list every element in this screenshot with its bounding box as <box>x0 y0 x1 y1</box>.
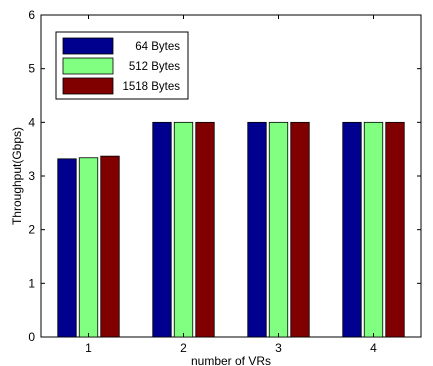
bars-group <box>57 121 405 338</box>
bar <box>268 121 289 338</box>
y-tick-label: 2 <box>28 223 35 237</box>
y-tick-label: 0 <box>28 330 35 344</box>
ticks-group: 0 1 2 3 4 5 6 1 2 3 4 <box>28 8 421 355</box>
x-axis-label: number of VRs <box>191 354 271 366</box>
bar <box>57 158 77 338</box>
bar <box>100 155 120 338</box>
legend-swatch <box>62 77 114 95</box>
legend-swatch <box>62 57 114 75</box>
x-tick-label: 1 <box>85 341 92 355</box>
x-tick-label: 3 <box>275 341 282 355</box>
legend: 64 Bytes 512 Bytes 1518 Bytes <box>55 31 189 100</box>
bar <box>290 121 310 338</box>
legend-label: 512 Bytes <box>129 61 180 73</box>
bar <box>363 121 384 338</box>
y-tick-label: 6 <box>28 8 35 22</box>
bar <box>195 121 215 338</box>
legend-swatch <box>62 37 114 55</box>
bar <box>247 121 267 338</box>
legend-label: 1518 Bytes <box>122 81 180 93</box>
x-tick-label: 2 <box>180 341 187 355</box>
x-tick-label: 4 <box>370 341 377 355</box>
y-tick-label: 1 <box>28 276 35 290</box>
y-tick-label: 4 <box>28 115 35 129</box>
legend-label: 64 Bytes <box>135 41 180 53</box>
bar <box>152 121 172 338</box>
y-tick-label: 5 <box>28 62 35 76</box>
bar <box>385 121 405 338</box>
bar <box>173 121 194 338</box>
bar <box>342 121 362 338</box>
y-tick-label: 3 <box>28 169 35 183</box>
bar <box>78 157 99 338</box>
y-axis-label: Throughput(Gbps) <box>10 127 24 225</box>
